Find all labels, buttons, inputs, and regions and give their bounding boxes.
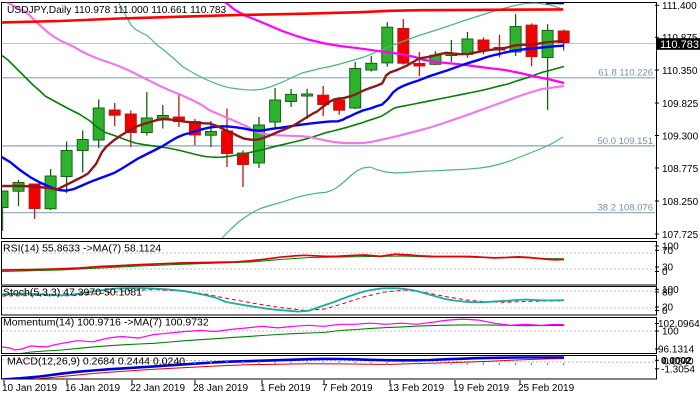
svg-text:25 Feb 2019: 25 Feb 2019 <box>518 383 575 394</box>
svg-text:28 Jan 2019: 28 Jan 2019 <box>193 383 248 394</box>
svg-text:100: 100 <box>662 285 679 296</box>
svg-text:70: 70 <box>662 246 674 257</box>
svg-text:16 Jan 2019: 16 Jan 2019 <box>65 383 120 394</box>
svg-text:0: 0 <box>662 306 668 317</box>
svg-text:102.0964: 102.0964 <box>658 319 700 330</box>
svg-text:USDJPY,Daily 110.978 111.000: USDJPY,Daily 110.978 111.000 110.661 110… <box>7 5 227 16</box>
svg-text:108.775: 108.775 <box>662 164 699 175</box>
svg-text:1 Feb 2019: 1 Feb 2019 <box>260 383 311 394</box>
svg-text:0.0002: 0.0002 <box>661 356 692 367</box>
svg-text:0.0240: 0.0240 <box>663 356 694 367</box>
svg-text:108.250: 108.250 <box>662 197 699 208</box>
svg-text:Momentum(14) 100.9716 ->MA(7): Momentum(14) 100.9716 ->MA(7) 100.9732 <box>3 317 209 329</box>
svg-text:19 Feb 2019: 19 Feb 2019 <box>453 383 510 394</box>
svg-text:61.8 110.226: 61.8 110.226 <box>598 68 653 79</box>
svg-text:10 Jan 2019: 10 Jan 2019 <box>2 383 57 394</box>
svg-text:38.2 108.076: 38.2 108.076 <box>598 203 653 214</box>
svg-text:20: 20 <box>662 303 674 314</box>
svg-text:100: 100 <box>662 242 679 253</box>
svg-text:109.300: 109.300 <box>662 131 699 142</box>
svg-text:107.725: 107.725 <box>662 230 699 241</box>
svg-text:7 Feb 2019: 7 Feb 2019 <box>322 383 373 394</box>
svg-text:80: 80 <box>662 288 674 299</box>
svg-text:RSI(14) 55.8633 ->MA(7) 58.11: RSI(14) 55.8633 ->MA(7) 58.1124 <box>3 243 161 255</box>
svg-text:50.0 109.151: 50.0 109.151 <box>598 136 653 147</box>
svg-text:110.783: 110.783 <box>660 39 699 51</box>
svg-text:22 Jan 2019: 22 Jan 2019 <box>130 383 185 394</box>
svg-text:-1.3054: -1.3054 <box>661 364 695 375</box>
svg-text:100: 100 <box>662 327 679 338</box>
svg-text:109.825: 109.825 <box>662 99 699 110</box>
svg-text:13 Feb 2019: 13 Feb 2019 <box>388 383 445 394</box>
svg-text:96.1314: 96.1314 <box>658 345 695 356</box>
svg-text:Stoch(5,3,3) 47.3970 50.1081: Stoch(5,3,3) 47.3970 50.1081 <box>3 287 142 299</box>
svg-text:30: 30 <box>662 263 674 274</box>
svg-text:111.400: 111.400 <box>662 1 697 12</box>
svg-text:0: 0 <box>662 267 668 278</box>
svg-text:MACD(12,26,9) 0.2684 0.2444 0.: MACD(12,26,9) 0.2684 0.2444 0.0240 <box>7 356 185 368</box>
svg-text:110.350: 110.350 <box>662 66 698 77</box>
